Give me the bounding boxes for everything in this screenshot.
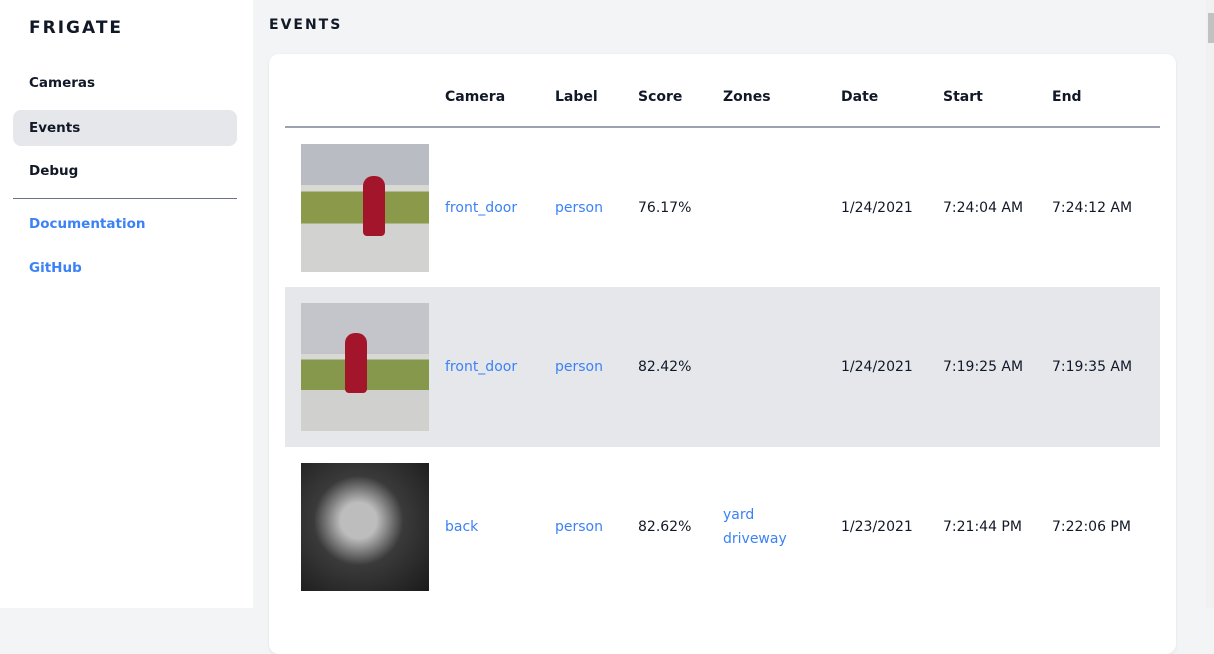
score: 76.17%: [638, 199, 692, 216]
header-zones: Zones: [723, 54, 841, 128]
scrollbar-thumb[interactable]: [1208, 13, 1214, 43]
event-thumbnail[interactable]: [301, 143, 429, 272]
camera-link[interactable]: front_door: [445, 287, 555, 447]
sidebar-divider: [13, 198, 237, 199]
sidebar-item-events[interactable]: Events: [13, 110, 237, 146]
end-time: 7:19:35 AM: [1052, 287, 1160, 447]
label-link[interactable]: person: [555, 287, 638, 447]
table-row[interactable]: front_door person 76.17% 1/24/2021 7:24:…: [285, 127, 1160, 287]
event-thumbnail[interactable]: [301, 303, 429, 431]
documentation-link[interactable]: Documentation: [29, 216, 146, 232]
events-table: Camera Label Score Zones Date Start End …: [285, 54, 1160, 607]
zone-driveway: driveway: [723, 531, 787, 547]
zones: [723, 127, 841, 287]
header-score: Score: [638, 54, 723, 128]
start-time: 7:24:04 AM: [943, 199, 1024, 216]
camera-link[interactable]: front_door: [445, 199, 518, 216]
table-row[interactable]: front_door person 82.42% 1/24/2021 7:19:…: [285, 287, 1160, 447]
zones: [723, 287, 841, 447]
table-row[interactable]: back person 82.62% yard driveway 1/23/202…: [285, 447, 1160, 607]
score: 82.42%: [638, 287, 723, 447]
end-time: 7:24:12 AM: [1052, 199, 1133, 216]
zones: yard driveway: [723, 447, 841, 607]
page-title: EVENTS: [269, 17, 343, 33]
scrollbar[interactable]: [1206, 0, 1214, 608]
header-date: Date: [841, 54, 943, 128]
start-time: 7:21:44 PM: [943, 519, 1022, 535]
logo: FRIGATE: [29, 18, 124, 38]
end-time: 7:22:06 PM: [1052, 519, 1131, 535]
event-thumbnail[interactable]: [301, 463, 429, 591]
header-thumbnail: [285, 54, 445, 128]
sidebar-item-debug[interactable]: Debug: [29, 163, 79, 179]
header-start: Start: [943, 54, 1052, 128]
header-end: End: [1052, 54, 1160, 128]
start-time: 7:19:25 AM: [943, 287, 1052, 447]
zone-yard: yard: [723, 507, 755, 523]
date: 1/23/2021: [841, 519, 913, 535]
sidebar-item-cameras[interactable]: Cameras: [29, 75, 96, 91]
github-link[interactable]: GitHub: [29, 260, 82, 276]
date: 1/24/2021: [841, 287, 943, 447]
label-link[interactable]: person: [555, 519, 603, 535]
label-link[interactable]: person: [555, 199, 603, 216]
score: 82.62%: [638, 519, 692, 535]
events-card: Camera Label Score Zones Date Start End …: [269, 54, 1176, 654]
header-camera: Camera: [445, 54, 555, 128]
header-label: Label: [555, 54, 638, 128]
date: 1/24/2021: [841, 199, 913, 216]
sidebar: FRIGATE Cameras Events Debug Documentati…: [0, 0, 253, 608]
camera-link[interactable]: back: [445, 519, 479, 535]
